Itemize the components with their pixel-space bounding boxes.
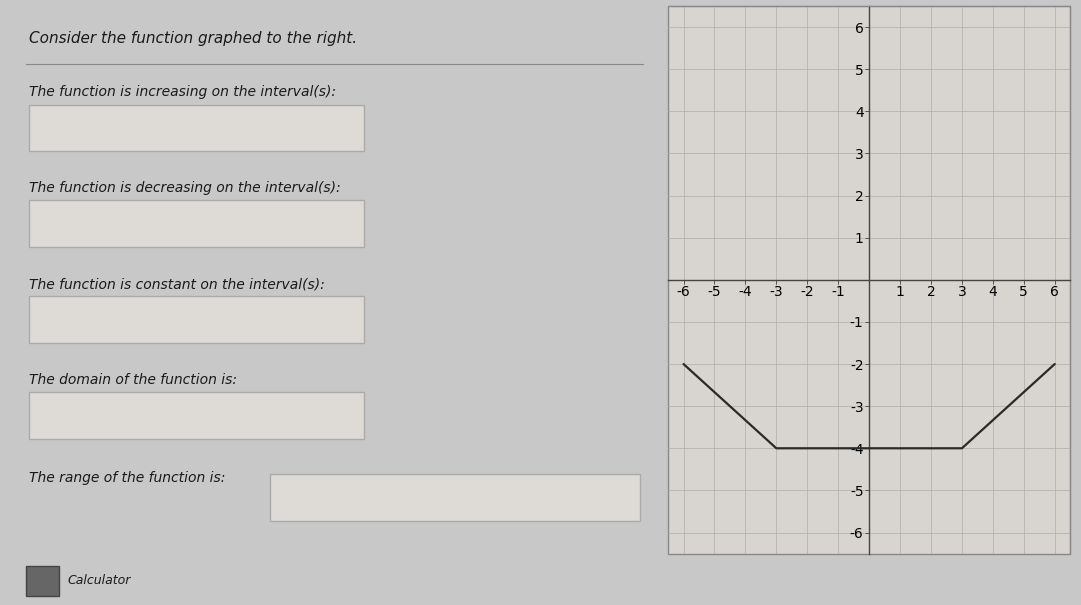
Bar [29, 392, 363, 439]
Text: The domain of the function is:: The domain of the function is: [29, 373, 237, 387]
Bar [29, 200, 363, 247]
Text: The function is decreasing on the interval(s):: The function is decreasing on the interv… [29, 182, 341, 195]
Text: Consider the function graphed to the right.: Consider the function graphed to the rig… [29, 31, 357, 46]
Text: Calculator: Calculator [68, 574, 131, 587]
Bar [29, 105, 363, 151]
Bar [270, 474, 640, 521]
Bar [26, 566, 59, 596]
Bar [29, 296, 363, 343]
Text: The function is constant on the interval(s):: The function is constant on the interval… [29, 277, 324, 291]
Text: The range of the function is:: The range of the function is: [29, 471, 226, 485]
Text: The function is increasing on the interval(s):: The function is increasing on the interv… [29, 85, 336, 99]
